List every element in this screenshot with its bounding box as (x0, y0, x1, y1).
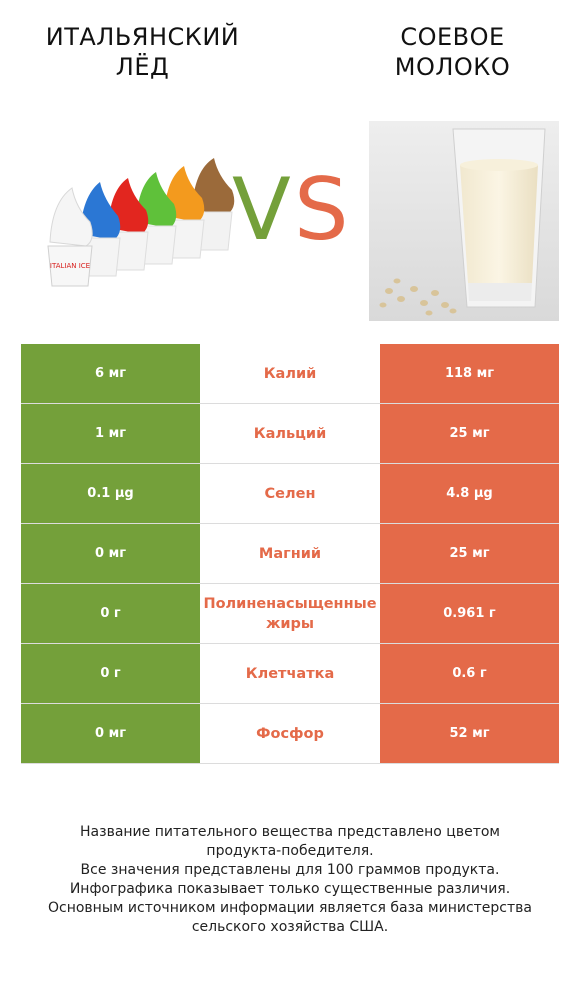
nutrient-name: Клетчатка (201, 644, 379, 703)
right-product-title: СОЕВОЕ МОЛОКО (345, 22, 560, 82)
left-value: 0 г (21, 584, 200, 643)
table-row: 0 мг Магний 25 мг (21, 524, 559, 583)
footer-line-2: продукта-победителя. (206, 843, 374, 859)
left-title-line2: ЛЁД (115, 53, 170, 81)
nutrient-name: Фосфор (201, 704, 379, 763)
row-separator (21, 463, 559, 464)
right-title-line1: СОЕВОЕ (400, 23, 505, 51)
cup-white: ITALIAN ICE (47, 187, 93, 287)
footer-line-6: сельского хозяйства США. (191, 919, 389, 935)
soy-milk-glass-icon (369, 121, 559, 321)
row-separator (21, 403, 559, 404)
nutrient-name: Кальций (201, 404, 379, 463)
footer-line-3: Все значения представлены для 100 граммо… (80, 862, 500, 878)
left-title-line1: ИТАЛЬЯНСКИЙ (45, 23, 240, 51)
right-value: 25 мг (380, 404, 559, 463)
table-row: 6 мг Калий 118 мг (21, 344, 559, 403)
left-product-title: ИТАЛЬЯНСКИЙ ЛЁД (30, 22, 255, 82)
table-row: 0.1 µg Селен 4.8 µg (21, 464, 559, 523)
row-separator (21, 703, 559, 704)
table-row: 0 г Клетчатка 0.6 г (21, 644, 559, 703)
right-value: 52 мг (380, 704, 559, 763)
left-value: 0 мг (21, 524, 200, 583)
ice-cream-cups-icon: ITALIAN ICE (47, 158, 235, 287)
row-separator (21, 583, 559, 584)
vs-letter-v: V (232, 160, 291, 260)
right-value: 4.8 µg (380, 464, 559, 523)
footer-line-4: Инфографика показывает только существенн… (69, 881, 511, 897)
right-value: 0.6 г (380, 644, 559, 703)
versus-label: V S (232, 160, 352, 260)
left-value: 1 мг (21, 404, 200, 463)
comparison-table: 6 мг Калий 118 мг 1 мг Кальций 25 мг 0.1 µg Сел… (21, 344, 559, 764)
footer-line-1: Название питательного вещества представл… (80, 824, 500, 840)
right-value: 0.961 г (380, 584, 559, 643)
table-row: 1 мг Кальций 25 мг (21, 404, 559, 463)
footer-notes: Название питательного вещества представл… (20, 823, 560, 937)
right-value: 25 мг (380, 524, 559, 583)
row-separator (21, 763, 559, 764)
right-value: 118 мг (380, 344, 559, 403)
nutrient-name: Полиненасыщенные жиры (201, 584, 379, 643)
left-value: 0 мг (21, 704, 200, 763)
nutrient-name: Калий (201, 344, 379, 403)
vs-letter-s: S (294, 160, 349, 260)
row-separator (21, 523, 559, 524)
svg-text:ITALIAN ICE: ITALIAN ICE (50, 262, 90, 270)
right-title-line2: МОЛОКО (394, 53, 511, 81)
left-value: 0.1 µg (21, 464, 200, 523)
table-row: 0 г Полиненасыщенные жиры 0.961 г (21, 584, 559, 643)
footer-line-5: Основным источником информации является … (48, 900, 532, 916)
table-row: 0 мг Фосфор 52 мг (21, 704, 559, 763)
row-separator (21, 643, 559, 644)
nutrient-name: Магний (201, 524, 379, 583)
left-value: 6 мг (21, 344, 200, 403)
nutrient-name: Селен (201, 464, 379, 523)
left-value: 0 г (21, 644, 200, 703)
